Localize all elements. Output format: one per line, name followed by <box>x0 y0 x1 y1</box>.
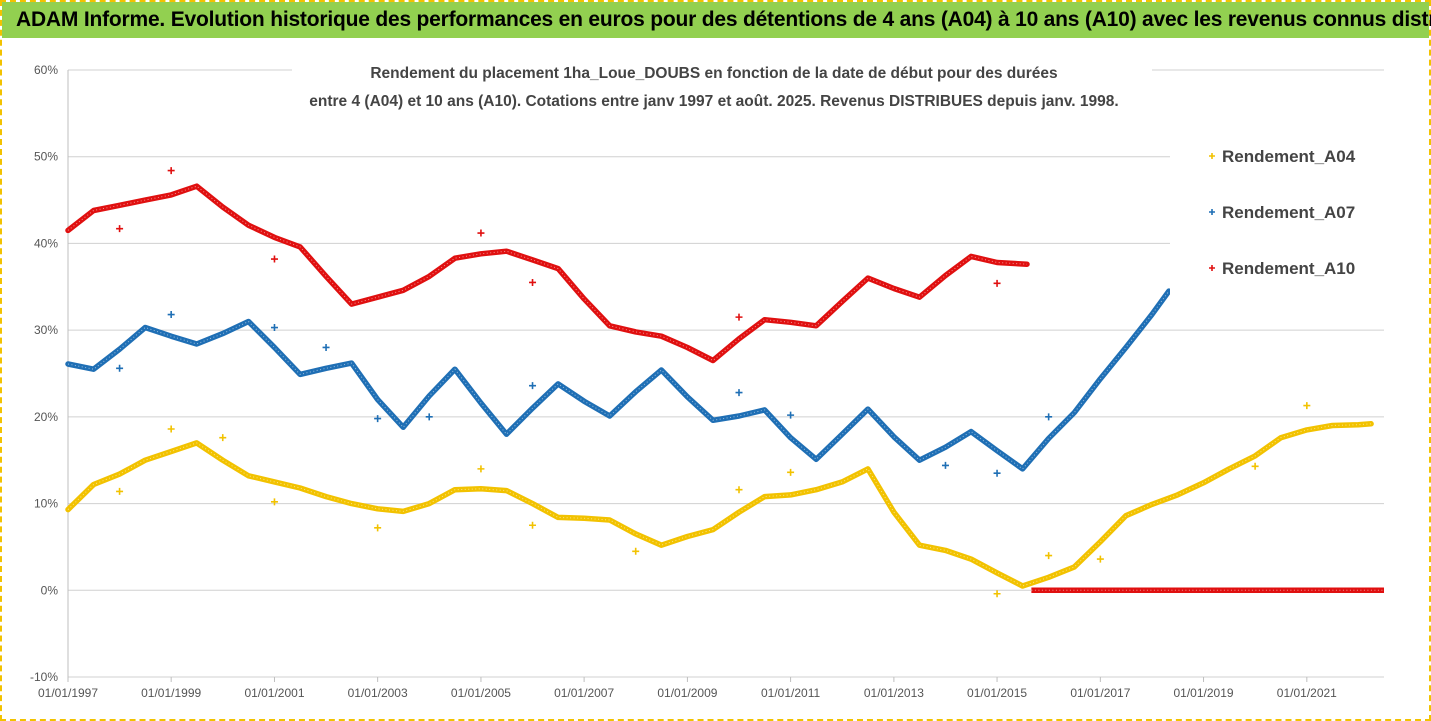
x-tick-label: 01/01/2015 <box>967 686 1027 700</box>
legend-label: Rendement_A07 <box>1222 203 1355 222</box>
data-point <box>735 486 743 494</box>
chart-title-line-2: entre 4 (A04) et 10 ans (A10). Cotations… <box>309 93 1118 110</box>
x-tick-label: 01/01/2007 <box>554 686 614 700</box>
data-point <box>993 279 1001 287</box>
y-tick-label: 20% <box>34 410 58 424</box>
y-axis: -10% 0% 10% 20% 30% 40% 50% 60% <box>30 63 58 684</box>
data-point <box>322 343 330 351</box>
data-point <box>374 415 382 423</box>
x-axis: 01/01/1997 01/01/1999 01/01/2001 01/01/2003… <box>38 677 1337 700</box>
data-point <box>374 524 382 532</box>
x-tick-label: 01/01/2013 <box>864 686 924 700</box>
page-banner: ADAM Informe. Evolution historique des p… <box>2 2 1431 38</box>
data-point <box>116 487 124 495</box>
data-point <box>735 313 743 321</box>
data-point <box>116 225 124 233</box>
series-Rendement_A04 <box>65 402 1374 598</box>
x-tick-label: 01/01/2011 <box>761 686 820 700</box>
data-point <box>941 461 949 469</box>
title-background <box>292 52 1152 116</box>
x-tick-label: 01/01/2003 <box>348 686 408 700</box>
chart-title-line-1: Rendement du placement 1ha_Loue_DOUBS en… <box>370 65 1057 82</box>
series-line <box>65 183 1030 364</box>
data-point <box>1045 413 1053 421</box>
data-point <box>1303 402 1311 410</box>
x-tick-label: 01/01/2017 <box>1070 686 1130 700</box>
x-tick-label: 01/01/1999 <box>141 686 201 700</box>
data-point <box>1096 555 1104 563</box>
legend-background <box>1170 120 1410 300</box>
data-point <box>735 389 743 397</box>
data-point <box>167 167 175 175</box>
x-tick-label: 01/01/2019 <box>1173 686 1233 700</box>
y-tick-label: 40% <box>34 236 58 250</box>
legend-marker <box>1209 265 1215 271</box>
data-point <box>1251 462 1259 470</box>
x-tick-label: 01/01/2021 <box>1277 686 1337 700</box>
data-point <box>632 547 640 555</box>
y-tick-label: -10% <box>30 670 58 684</box>
data-point <box>167 425 175 433</box>
data-point <box>477 229 485 237</box>
x-tick-label: 01/01/2001 <box>244 686 304 700</box>
series-line <box>65 421 1374 589</box>
y-tick-label: 30% <box>34 323 58 337</box>
data-point <box>787 411 795 419</box>
y-tick-label: 50% <box>34 150 58 164</box>
series-line-texture <box>67 185 1028 362</box>
series-Rendement_A07 <box>65 288 1172 477</box>
data-point <box>993 469 1001 477</box>
x-tick-label: 01/01/2005 <box>451 686 511 700</box>
data-point <box>529 521 537 529</box>
series-Rendement_A10 <box>65 167 1384 594</box>
y-tick-label: 10% <box>34 497 58 511</box>
series-line-texture <box>67 290 1170 470</box>
data-point <box>219 434 227 442</box>
y-tick-label: 60% <box>34 63 58 77</box>
data-point <box>270 255 278 263</box>
series-line-texture <box>67 423 1372 587</box>
data-point <box>270 498 278 506</box>
data-point <box>529 278 537 286</box>
data-point <box>477 465 485 473</box>
data-point <box>993 590 1001 598</box>
legend-marker <box>1209 153 1215 159</box>
data-point <box>116 364 124 372</box>
data-point <box>787 468 795 476</box>
series-layer <box>65 167 1384 598</box>
legend-marker <box>1209 209 1215 215</box>
series-line <box>65 288 1172 472</box>
data-point <box>529 382 537 390</box>
x-tick-label: 01/01/2009 <box>657 686 717 700</box>
data-point <box>167 311 175 319</box>
legend-label: Rendement_A10 <box>1222 259 1355 278</box>
y-tick-label: 0% <box>41 583 59 597</box>
legend: Rendement_A04 Rendement_A07 Rendement_A10 <box>1209 147 1356 278</box>
data-point <box>425 413 433 421</box>
data-point <box>270 324 278 332</box>
legend-label: Rendement_A04 <box>1222 147 1356 166</box>
data-point <box>1045 552 1053 560</box>
x-tick-label: 01/01/1997 <box>38 686 98 700</box>
